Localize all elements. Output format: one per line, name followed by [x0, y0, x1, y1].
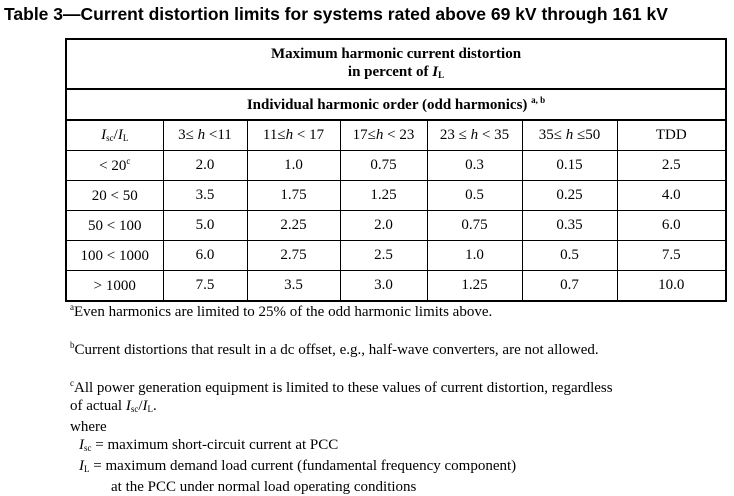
value-cell: 2.75: [246, 240, 341, 271]
note-a: aEven harmonics are limited to 25% of th…: [70, 302, 493, 320]
col-h-17-23: 17≤h < 23: [339, 119, 428, 151]
value-cell: 3.5: [246, 270, 341, 302]
value-cell: 2.5: [339, 240, 428, 271]
table-row: 100 < 1000 6.0 2.75 2.5 1.0 0.5 7.5: [65, 240, 727, 271]
ratio-cell: 100 < 1000: [65, 240, 164, 271]
value-cell: 6.0: [162, 240, 248, 271]
value-cell: 1.75: [246, 180, 341, 211]
ratio-cell: < 20c: [65, 150, 164, 181]
value-cell: 10.0: [616, 270, 727, 302]
table-title: Table 3—Current distortion limits for sy…: [4, 4, 668, 24]
value-cell: 7.5: [616, 240, 727, 271]
value-cell: 2.0: [162, 150, 248, 181]
value-cell: 2.5: [616, 150, 727, 181]
value-cell: 0.25: [521, 180, 618, 211]
col-isc-il: Isc/IL: [65, 119, 164, 151]
column-header-row: Isc/IL 3≤ h <11 11≤h < 17 17≤h < 23 23 ≤…: [65, 119, 727, 151]
value-cell: 0.7: [521, 270, 618, 302]
value-cell: 6.0: [616, 210, 727, 241]
ratio-cell: > 1000: [65, 270, 164, 302]
value-cell: 1.25: [339, 180, 428, 211]
col-tdd: TDD: [616, 119, 727, 151]
ratio-cell: 20 < 50: [65, 180, 164, 211]
value-cell: 2.0: [339, 210, 428, 241]
value-cell: 5.0: [162, 210, 248, 241]
value-cell: 3.0: [339, 270, 428, 302]
table-row: 20 < 50 3.5 1.75 1.25 0.5 0.25 4.0: [65, 180, 727, 211]
col-h-11-17: 11≤h < 17: [246, 119, 341, 151]
value-cell: 0.5: [521, 240, 618, 271]
value-cell: 1.0: [246, 150, 341, 181]
distortion-limits-table: Maximum harmonic current distortion in pe…: [65, 38, 727, 302]
value-cell: 0.75: [339, 150, 428, 181]
header-max-distortion: Maximum harmonic current distortion in pe…: [65, 38, 727, 90]
col-h-35-50: 35≤ h ≤50: [521, 119, 618, 151]
value-cell: 1.25: [426, 270, 523, 302]
table-row: > 1000 7.5 3.5 3.0 1.25 0.7 10.0: [65, 270, 727, 302]
col-h-3-11: 3≤ h <11: [162, 119, 248, 151]
value-cell: 3.5: [162, 180, 248, 211]
table-row: 50 < 100 5.0 2.25 2.0 0.75 0.35 6.0: [65, 210, 727, 241]
col-h-23-35: 23 ≤ h < 35: [426, 119, 523, 151]
value-cell: 2.25: [246, 210, 341, 241]
note-c: cAll power generation equipment is limit…: [70, 378, 613, 495]
value-cell: 1.0: [426, 240, 523, 271]
value-cell: 0.15: [521, 150, 618, 181]
ratio-cell: 50 < 100: [65, 210, 164, 241]
header-harmonic-order: Individual harmonic order (odd harmonics…: [65, 88, 727, 121]
value-cell: 0.3: [426, 150, 523, 181]
table-row: < 20c 2.0 1.0 0.75 0.3 0.15 2.5: [65, 150, 727, 181]
value-cell: 0.35: [521, 210, 618, 241]
value-cell: 4.0: [616, 180, 727, 211]
value-cell: 0.5: [426, 180, 523, 211]
value-cell: 7.5: [162, 270, 248, 302]
value-cell: 0.75: [426, 210, 523, 241]
note-b: bCurrent distortions that result in a dc…: [70, 340, 599, 358]
